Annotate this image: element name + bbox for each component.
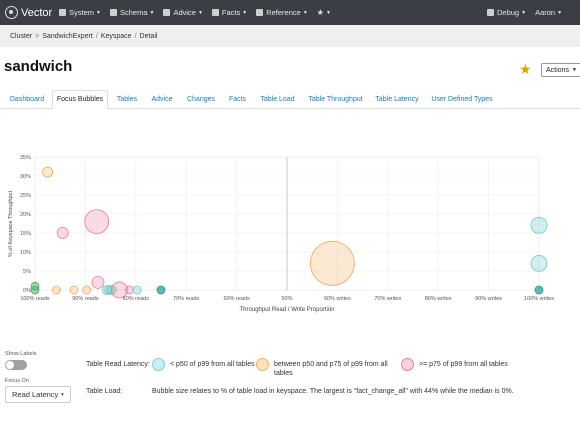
top-navbar: Vector System ▼ Schema ▼ Advice ▼ Facts ▼ Re…	[0, 0, 580, 25]
lightbulb-icon	[163, 9, 171, 16]
bubble[interactable]	[125, 285, 134, 295]
tab-bar: Dashboard Focus Bubbles Tables Advice Ch…	[0, 90, 580, 109]
tab-user-defined-types[interactable]: User Defined Types	[431, 96, 493, 103]
bubble[interactable]	[56, 227, 69, 239]
star-icon: ★	[316, 8, 324, 17]
mid-latency-swatch	[256, 358, 269, 371]
x-tick-label: 60% reads	[223, 296, 250, 302]
chart-ticks: 0% 5% 10% 15% 20% 25% 30% 35% 100% reads 90% read…	[20, 155, 554, 302]
menu-facts[interactable]: Facts ▼	[211, 8, 247, 17]
chevron-down-icon: ▼	[571, 67, 577, 73]
menu-reference[interactable]: Reference ▼	[256, 8, 308, 17]
grid-icon	[109, 9, 117, 16]
bubble[interactable]	[69, 285, 79, 295]
y-tick-label: 0%	[23, 288, 31, 294]
table-load-title: Table Load:	[86, 388, 123, 395]
tab-table-load[interactable]: Table Load	[260, 96, 295, 103]
bookmark-icon	[256, 9, 264, 16]
bubble[interactable]	[30, 281, 40, 291]
bubble[interactable]	[530, 217, 548, 234]
bubble[interactable]	[309, 241, 355, 286]
tab-advice[interactable]: Advice	[151, 96, 173, 103]
bubble[interactable]	[84, 209, 110, 234]
y-tick-label: 5%	[23, 269, 31, 275]
focus-bubble-chart: 0% 5% 10% 15% 20% 25% 30% 35% 100% reads 90% read…	[8, 155, 554, 313]
focus-on-label: Focus On	[5, 378, 29, 384]
mid-latency-label-2: tables	[274, 370, 293, 377]
tab-focus-bubbles[interactable]: Focus Bubbles	[52, 90, 108, 109]
brand-link[interactable]: Vector	[5, 5, 52, 20]
breadcrumb-keyspace[interactable]: Keyspace	[100, 32, 132, 40]
focus-on-select[interactable]: Read Latency ▼	[5, 386, 71, 403]
chart-bubbles	[30, 166, 548, 299]
breadcrumb-cluster[interactable]: SandwichExpert	[42, 32, 93, 40]
server-icon	[59, 9, 66, 16]
chevron-down-icon: ▼	[60, 391, 65, 398]
right-menu: Debug ▼ Aaron ▼	[487, 0, 571, 25]
mid-latency-label-1: between p50 and p75 of p99 from all	[274, 361, 388, 368]
y-tick-label: 20%	[20, 212, 31, 218]
low-latency-swatch	[152, 358, 165, 371]
bubble[interactable]	[42, 166, 53, 178]
x-tick-label: 90% writes	[475, 296, 502, 302]
high-latency-label: >= p75 of p99 from all tables	[419, 361, 508, 368]
high-latency-swatch	[401, 358, 414, 371]
bubble[interactable]	[156, 285, 166, 295]
bubble[interactable]	[91, 275, 105, 289]
briefcase-icon	[211, 9, 219, 16]
y-tick-label: 15%	[20, 231, 31, 237]
x-tick-label: 70% writes	[374, 296, 401, 302]
tab-changes[interactable]: Changes	[186, 96, 216, 103]
bubble[interactable]	[82, 285, 92, 295]
bubble[interactable]	[52, 285, 61, 295]
y-axis-label: % of Keyspace Throughput	[8, 190, 14, 257]
menu-favorites[interactable]: ★ ▼	[316, 8, 331, 17]
bubble[interactable]	[132, 285, 142, 295]
menu-schema[interactable]: Schema ▼	[109, 8, 154, 17]
y-tick-label: 10%	[20, 250, 31, 256]
brand-name: Vector	[21, 6, 53, 19]
y-tick-label: 25%	[20, 193, 31, 199]
show-labels-label: Show Labels	[5, 351, 37, 357]
chart-grid	[34, 156, 540, 291]
table-load-description: Bubble size relates to % of table load i…	[152, 388, 514, 395]
x-tick-label: 80% writes	[425, 296, 452, 302]
page-title: sandwich	[4, 58, 73, 75]
bubble[interactable]	[106, 285, 117, 295]
low-latency-label: < p50 of p99 from all tables	[170, 361, 255, 368]
latency-legend-title: Table Read Latency:	[86, 361, 150, 368]
y-tick-label: 30%	[20, 174, 31, 180]
tab-dashboard[interactable]: Dashboard	[9, 96, 45, 103]
tab-table-throughput[interactable]: Table Throughput	[308, 96, 363, 103]
menu-system[interactable]: System ▼	[59, 8, 101, 17]
tab-facts[interactable]: Facts	[228, 96, 247, 103]
breadcrumb: Cluster > SandwichExpert / Keyspace / De…	[0, 25, 580, 47]
menu-user[interactable]: Aaron ▼	[535, 8, 563, 17]
x-tick-label: 100% reads	[20, 296, 50, 302]
show-labels-toggle[interactable]	[5, 360, 27, 370]
menu-debug[interactable]: Debug ▼	[487, 8, 526, 17]
x-tick-label: 70% reads	[173, 296, 200, 302]
bubble[interactable]	[534, 285, 544, 295]
x-tick-label: 100% writes	[524, 296, 554, 302]
actions-button[interactable]: Actions ▼	[541, 63, 580, 77]
x-tick-label: 50%	[281, 296, 292, 302]
menu-advice[interactable]: Advice ▼	[163, 8, 203, 17]
x-tick-label: 60% writes	[324, 296, 351, 302]
bubble[interactable]	[530, 255, 548, 272]
x-tick-label: 80% reads	[123, 296, 150, 302]
x-tick-label: 90% reads	[72, 296, 99, 302]
bug-icon	[487, 9, 494, 16]
vector-logo-icon	[5, 6, 18, 19]
bubble[interactable]	[111, 281, 128, 299]
x-axis-label: Throughput Read / Write Proportion	[240, 307, 335, 313]
legend-panel: Show Labels Focus On Read Latency ▼ Tabl…	[0, 348, 580, 428]
tab-tables[interactable]: Tables	[116, 96, 138, 103]
breadcrumb-cluster-root[interactable]: Cluster	[10, 32, 33, 40]
y-tick-label: 35%	[20, 155, 31, 161]
breadcrumb-detail: Detail	[139, 32, 158, 40]
favorite-star-icon[interactable]: ★	[519, 61, 532, 77]
tab-table-latency[interactable]: Table Latency	[375, 96, 419, 103]
main-menu: System ▼ Schema ▼ Advice ▼ Facts ▼ Reference…	[59, 0, 340, 25]
